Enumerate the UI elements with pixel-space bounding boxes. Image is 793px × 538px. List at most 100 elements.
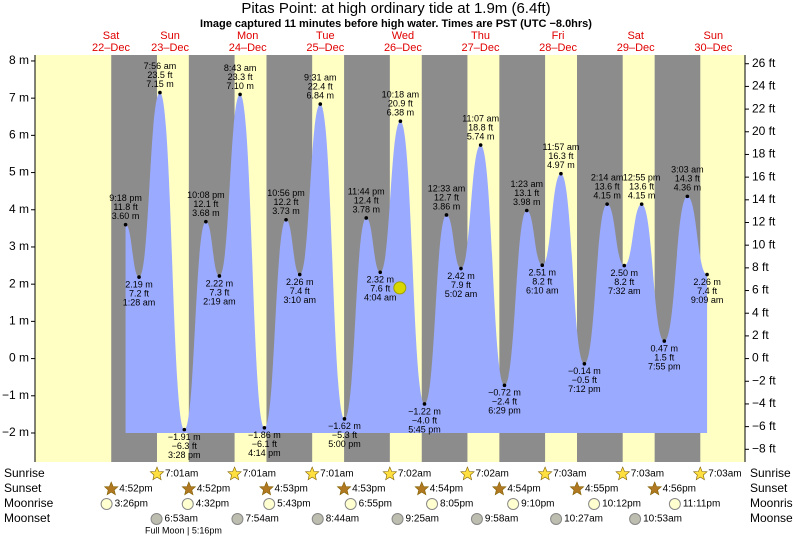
sunrise-icon: [382, 466, 398, 481]
y2-tick-label: 26 ft: [752, 56, 776, 70]
sunrise-icon: [460, 466, 475, 481]
sunrise-time: 7:01am: [320, 469, 353, 480]
tide-label: 6.84 m: [307, 90, 335, 100]
moonset-icon: [550, 513, 563, 525]
row-label: Moonset: [750, 511, 793, 525]
tide-point: [582, 361, 587, 366]
tide-label: −1.62 m: [328, 421, 361, 431]
tide-label: 11.8 ft: [113, 202, 138, 212]
moonset-icon: [231, 513, 244, 525]
row-label: Moonset: [4, 511, 51, 525]
sunset-icon: [259, 481, 274, 496]
y2-tick-label: 4 ft: [752, 305, 769, 319]
day-name: Mon: [237, 30, 258, 42]
y2-tick-label: 8 ft: [752, 260, 769, 274]
tide-point: [342, 417, 347, 421]
tide-point: [605, 202, 609, 206]
y-tick-label: 0 m: [9, 351, 29, 365]
tide-label: 2.32 m: [366, 275, 394, 285]
chart-title: Pitas Point: at high ordinary tide at 1.…: [241, 0, 550, 17]
y2-tick-label: 10 ft: [752, 237, 776, 251]
sunrise-time: 7:01am: [243, 469, 276, 480]
day-date: 29–Dec: [617, 42, 655, 54]
tide-point: [559, 171, 563, 176]
sunset-time: 4:54pm: [430, 484, 463, 495]
row-label: Sunrise: [750, 466, 791, 480]
y2-tick-label: 14 ft: [752, 192, 776, 206]
row-label: Moonrise: [750, 496, 793, 510]
day-date: 27–Dec: [462, 42, 500, 54]
sunrise-icon: [692, 466, 708, 481]
tide-label: 7:56 am: [144, 61, 177, 71]
tide-point: [662, 339, 667, 343]
moonrise-icon: [507, 498, 520, 510]
tide-label: 7.6 ft: [370, 284, 391, 294]
tide-label: 2.42 m: [447, 271, 475, 281]
y-tick-label: 2 m: [9, 276, 29, 290]
tide-point: [364, 216, 369, 220]
tide-label: 4.36 m: [674, 183, 702, 193]
y-tick-label: 3 m: [9, 239, 29, 253]
tide-label: 6.38 m: [387, 108, 415, 118]
tide-point: [378, 270, 383, 275]
tide-point: [204, 219, 208, 224]
moonset-time: 10:27am: [564, 514, 603, 525]
tide-label: 6:10 am: [526, 286, 559, 296]
tide-label: 3.78 m: [352, 204, 380, 214]
moonrise-time: 5:43pm: [277, 499, 310, 510]
tide-label: 10:18 am: [382, 90, 420, 100]
sunset-icon: [569, 481, 585, 496]
moonset-time: 8:44am: [326, 514, 359, 525]
sunset-time: 4:56pm: [663, 484, 696, 495]
sunset-time: 4:54pm: [507, 484, 540, 495]
tide-label: 9:09 am: [691, 295, 724, 305]
y2-tick-label: −8 ft: [752, 441, 776, 455]
tide-label: −4.0 ft: [412, 415, 438, 425]
tide-point: [262, 425, 267, 430]
tide-label: 8.2 ft: [532, 277, 553, 287]
tide-label: 3.86 m: [433, 201, 461, 211]
tide-label: 6:29 pm: [488, 406, 521, 416]
tide-label: 11:07 am: [462, 113, 499, 123]
tide-label: 5:00 pm: [328, 439, 361, 449]
moonrise-time: 8:05pm: [440, 499, 473, 510]
tide-point: [444, 213, 449, 217]
tide-label: 8.2 ft: [614, 277, 635, 287]
tide-label: 12.4 ft: [354, 195, 380, 205]
moonset-icon: [470, 513, 483, 525]
tide-label: 10:08 pm: [187, 190, 225, 200]
tide-label: 12.1 ft: [193, 199, 219, 209]
tide-label: 2:14 am: [591, 173, 624, 183]
sunset-icon: [336, 481, 352, 496]
day-date: 30–Dec: [694, 42, 732, 54]
tide-point: [685, 194, 690, 199]
tide-label: 2.51 m: [528, 268, 556, 278]
tide-label: 23.3 ft: [228, 72, 254, 82]
tide-point: [123, 222, 128, 227]
tide-label: 7.15 m: [146, 79, 174, 89]
y2-tick-label: 2 ft: [752, 328, 769, 342]
moonset-icon: [311, 513, 324, 525]
moonrise-time: 10:12pm: [602, 499, 641, 510]
tide-label: 5:02 am: [445, 289, 478, 299]
tide-label: 8:43 am: [224, 63, 257, 73]
tide-label: 13.1 ft: [514, 188, 540, 198]
tide-label: 18.8 ft: [468, 122, 494, 132]
moonset-time: 10:53am: [643, 514, 682, 525]
moonset-icon: [391, 513, 404, 525]
moonset-icon: [150, 513, 163, 525]
tide-label: −0.5 ft: [572, 375, 598, 385]
tide-label: −1.91 m: [168, 432, 201, 442]
tide-label: 7.3 ft: [209, 287, 230, 297]
tide-point: [622, 263, 627, 268]
y-tick-label: 6 m: [9, 128, 29, 142]
tide-label: 2.19 m: [125, 279, 153, 289]
tide-label: 12:33 am: [428, 183, 466, 193]
tide-label: 2.26 m: [286, 277, 314, 287]
sunrise-icon: [227, 466, 242, 481]
tide-point: [398, 119, 403, 124]
tide-label: 7.2 ft: [129, 288, 150, 298]
y2-tick-label: 6 ft: [752, 283, 769, 297]
tide-label: 7:55 pm: [648, 361, 681, 371]
row-label: Moonrise: [4, 496, 54, 510]
